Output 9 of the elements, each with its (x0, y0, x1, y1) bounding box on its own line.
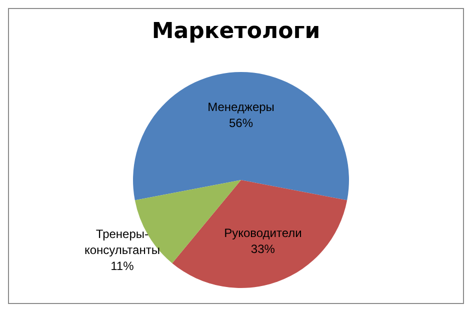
data-label: 33% (250, 242, 276, 256)
pie-slice (172, 180, 348, 288)
data-label: 56% (228, 116, 254, 130)
pie-slice (133, 72, 349, 200)
slice-label: Менеджеры (208, 100, 274, 114)
slice-label: Руководители (224, 226, 302, 240)
data-label: 11% (110, 259, 134, 274)
slice-label: Тренеры-консультанты (84, 227, 160, 258)
chart-title: Маркетологи (150, 19, 322, 44)
